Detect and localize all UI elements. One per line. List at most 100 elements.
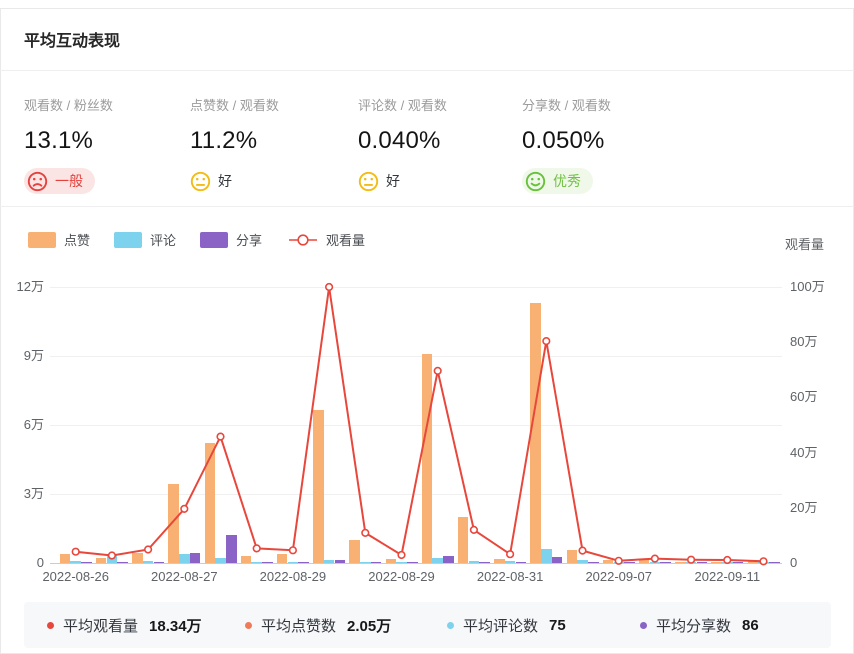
footer-stat-avg-comments: 平均评论数 75 [447,602,566,648]
line-marker-icon [288,232,318,248]
footer-stat-avg-shares: 平均分享数 86 [640,602,759,648]
rating-text: 优秀 [553,173,581,189]
x-axis-tick: 2022-08-27 [151,569,218,584]
y-axis-tick-left: 12万 [16,279,44,294]
stat-dot-icon [447,621,454,629]
y-axis-tick-right: 0 [790,555,798,570]
bar-comments [179,554,190,563]
views-line-point [325,282,334,292]
legend-item-comments[interactable]: 评论 [114,230,176,249]
views-line-point [433,366,442,375]
metric-value: 11.2% [190,127,258,154]
rating-text: 好 [218,173,232,189]
bar-likes [204,443,215,563]
bar-shares [334,559,346,563]
smile-face-icon [525,171,546,191]
legend-item-views[interactable]: 观看量 [288,230,365,249]
y-axis-tick-right: 40万 [790,444,818,460]
legend-label: 观看量 [326,233,366,248]
views-line-point [216,432,225,441]
bar-shares [551,557,563,563]
x-axis-tick: 2022-09-07 [585,569,652,584]
section-divider [0,206,854,207]
views-line-point [506,550,515,559]
bar-comments [360,561,371,563]
bar-comments [685,562,697,563]
x-axis-tick: 2022-08-29 [259,569,327,584]
legend-label: 评论 [150,233,177,248]
bar-comments [432,557,443,563]
views-line-point [143,545,153,554]
stat-label: 平均观看量 [63,617,139,635]
stat-label: 平均分享数 [656,617,732,635]
stat-label: 平均评论数 [463,617,539,635]
bar-comments [577,560,588,563]
views-line-point [578,546,587,555]
bar-likes [313,410,324,563]
metric-views-per-fans: 观看数 / 粉丝数 13.1% 一般 [24,95,189,197]
bar-shares [153,562,165,563]
bar-comments [613,561,624,563]
y-axis-tick-left: 0 [36,555,44,570]
bar-comments [323,559,335,563]
card-border-left [0,8,1,654]
legend-item-shares[interactable]: 分享 [200,230,262,249]
metric-value: 0.040% [358,127,441,154]
legend-swatch [28,231,56,248]
views-line-point [288,546,297,555]
x-axis-tick: 2022-08-26 [42,569,109,584]
bar-likes [240,555,252,563]
summary-footer: 平均观看量 18.34万 平均点赞数 2.05万 平均评论数 75 平均分享数 86 [24,602,831,648]
x-axis-tick: 2022-08-29 [368,569,435,584]
views-line-point [650,554,660,563]
bar-shares [588,562,599,563]
legend-item-likes[interactable]: 点赞 [28,230,90,249]
views-line-point [542,336,551,346]
bar-shares [407,562,418,563]
bar-shares [117,562,128,563]
bar-likes [602,560,614,563]
bar-shares [262,562,273,563]
rating-badge: 好 [358,168,400,194]
bar-likes [59,554,71,563]
card-border-top [0,8,854,9]
views-line-point [469,525,479,534]
y-axis-tick-right: 80万 [790,334,818,350]
y-axis-tick-right: 60万 [790,389,818,405]
header-divider [0,70,854,71]
rating-badge: 好 [190,168,232,194]
bar-shares [696,562,708,563]
stat-label: 平均点赞数 [261,617,337,635]
bar-comments [142,561,154,563]
bar-comments [251,561,262,563]
stat-dot-icon [640,621,647,629]
views-line-point [397,550,406,560]
sad-face-icon [27,171,48,191]
x-axis-line [50,563,782,564]
x-axis-tick: 2022-08-31 [476,569,544,584]
bar-likes [132,553,143,563]
y-axis-tick-right: 20万 [790,499,818,515]
metric-likes-per-views: 点赞数 / 观看数 11.2% 好 [190,95,355,197]
bar-likes [638,559,650,563]
bar-comments [722,562,733,563]
legend-swatch [114,231,142,248]
legend-swatch [200,231,228,248]
bar-likes [276,553,288,563]
views-line-point [180,504,189,513]
bar-shares [226,535,237,563]
bar-likes [457,517,469,563]
bar-shares [443,556,454,563]
bar-shares [515,562,527,563]
stat-value: 18.34万 [149,617,202,635]
bar-likes [168,483,179,563]
bar-comments [758,562,769,563]
y-axis-tick-left: 3万 [23,486,44,501]
stat-dot-icon [245,621,252,629]
bar-comments [215,557,226,563]
bar-comments [649,562,661,563]
bar-comments [468,560,480,563]
bar-likes [385,559,396,563]
metric-comments-per-views: 评论数 / 观看数 0.040% 好 [358,95,523,197]
